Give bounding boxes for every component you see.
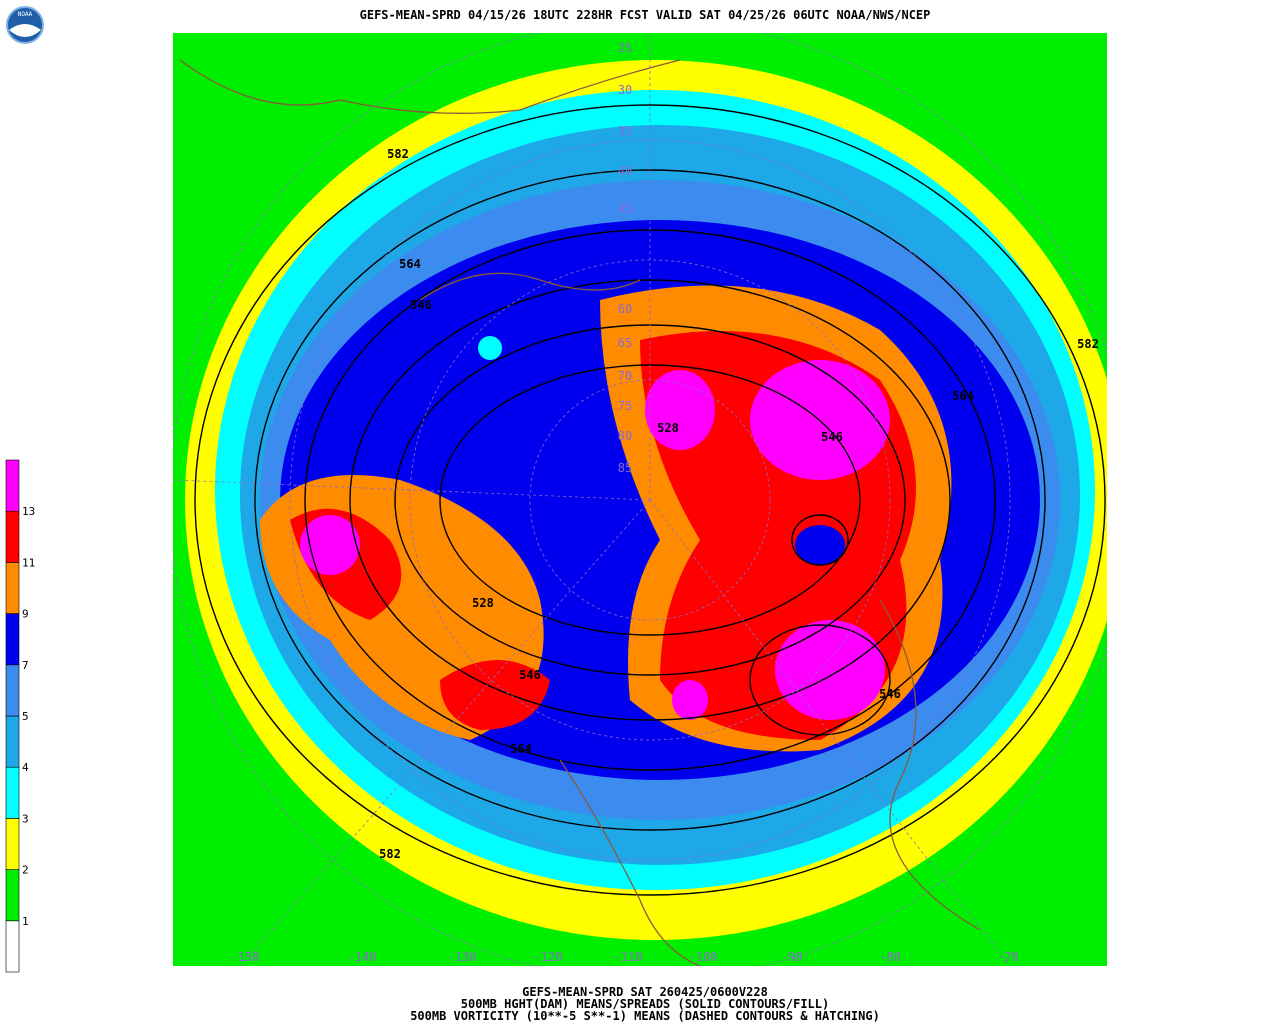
longitude-label: -130 <box>448 950 477 964</box>
legend-label: 7 <box>22 659 29 672</box>
legend-label: 2 <box>22 864 29 877</box>
title: GEFS-MEAN-SPRD 04/15/26 18UTC 228HR FCST… <box>360 8 931 22</box>
legend-band <box>5 510 20 563</box>
legend-band <box>5 869 20 922</box>
latitude-label: 85 <box>618 461 632 475</box>
contour-label: 528 <box>472 596 494 610</box>
contour-label: 564 <box>399 257 421 271</box>
map-labels: -150 -140 -130 -120 -110 -100 -90 -80 -70 25 30 35 4… <box>231 41 1099 964</box>
latitude-label: 45 <box>618 202 632 216</box>
contour-label: 564 <box>952 389 974 403</box>
contour-label: 546 <box>879 687 901 701</box>
legend-band <box>5 459 20 512</box>
legend-label: 5 <box>22 710 29 723</box>
longitude-label: -150 <box>231 950 260 964</box>
longitude-label: -140 <box>348 950 377 964</box>
latitude-label: 30 <box>618 83 632 97</box>
legend-label: 3 <box>22 812 29 825</box>
longitude-label: -80 <box>879 950 901 964</box>
contour-label: 546 <box>821 430 843 444</box>
longitude-label: -120 <box>534 950 563 964</box>
legend-band <box>5 818 20 870</box>
longitude-label: -90 <box>781 950 803 964</box>
contour-label: 582 <box>379 847 401 861</box>
footer-line: GEFS-MEAN-SPRD SAT 260425/0600V228 <box>522 985 768 999</box>
legend-band <box>5 766 20 819</box>
logo-text: NOAA <box>18 11 33 18</box>
footer-line: 500MB VORTICITY (10**-5 S**-1) MEANS (DA… <box>410 1009 880 1023</box>
latitude-label: 60 <box>618 302 632 316</box>
legend-label: 9 <box>22 608 29 621</box>
latitude-label: 80 <box>618 429 632 443</box>
legend-label: 4 <box>22 761 29 774</box>
contour-label: 528 <box>657 421 679 435</box>
latitude-label: 25 <box>618 41 632 55</box>
contour-label: 564 <box>510 742 532 756</box>
legend-label: 1 <box>22 915 29 928</box>
contour-label: 582 <box>1077 337 1099 351</box>
contour-label: 582 <box>387 147 409 161</box>
longitude-label: -70 <box>997 950 1019 964</box>
legend-band <box>5 613 20 666</box>
latitude-label: 70 <box>618 369 632 383</box>
color-legend: 1 2 3 4 5 7 9 11 13 <box>5 459 35 973</box>
contour-label: 546 <box>519 668 541 682</box>
legend-label: 13 <box>22 505 35 518</box>
contour-label: 546 <box>410 298 432 312</box>
legend-band <box>5 562 20 614</box>
legend-band <box>5 664 20 717</box>
noaa-logo: NOAA <box>6 6 44 44</box>
latitude-label: 40 <box>618 164 632 178</box>
footer: GEFS-MEAN-SPRD SAT 260425/0600V228500MB … <box>410 985 880 1023</box>
latitude-label: 35 <box>618 124 632 138</box>
longitude-label: -110 <box>614 950 643 964</box>
map <box>173 33 1107 966</box>
latitude-label: 65 <box>618 336 632 350</box>
longitude-label: -100 <box>689 950 718 964</box>
legend-band <box>5 920 20 973</box>
latitude-label: 75 <box>618 399 632 413</box>
legend-band <box>5 715 20 768</box>
legend-label: 11 <box>22 556 35 569</box>
footer-line: 500MB HGHT(DAM) MEANS/SPREADS (SOLID CON… <box>461 997 829 1011</box>
